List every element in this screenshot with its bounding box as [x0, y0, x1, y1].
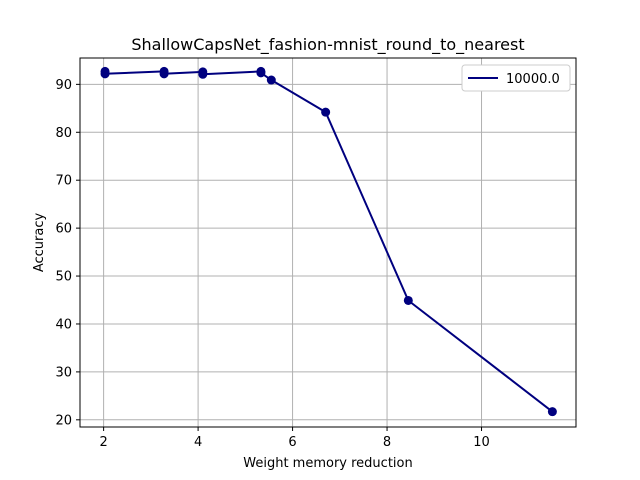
grid — [80, 58, 576, 427]
data-point — [321, 107, 331, 117]
data-point — [198, 69, 208, 79]
y-tick-label: 40 — [55, 317, 72, 332]
legend-label: 10000.0 — [506, 72, 560, 87]
x-tick-label: 10 — [473, 435, 490, 450]
x-tick-label: 2 — [99, 435, 107, 450]
x-tick-label: 8 — [383, 435, 391, 450]
y-tick-label: 50 — [55, 270, 72, 285]
data-point — [159, 69, 169, 79]
data-point — [256, 68, 266, 78]
ticks: 2 4 6 8 10 20 30 40 50 60 70 80 90 — [55, 78, 489, 450]
chart-title: ShallowCapsNet_fashion-mnist_round_to_ne… — [131, 35, 524, 55]
y-tick-label: 20 — [55, 413, 72, 428]
series — [100, 66, 557, 417]
y-axis-label: Accuracy — [32, 213, 47, 273]
y-tick-label: 70 — [55, 174, 72, 189]
series-line — [104, 70, 553, 413]
x-tick-label: 6 — [288, 435, 296, 450]
data-point — [100, 69, 110, 79]
data-point — [547, 407, 557, 417]
y-tick-label: 60 — [55, 222, 72, 237]
data-point — [403, 295, 413, 305]
y-tick-label: 80 — [55, 126, 72, 141]
y-tick-label: 30 — [55, 365, 72, 380]
y-tick-label: 90 — [55, 78, 72, 93]
legend-box — [461, 64, 571, 92]
x-axis-label: Weight memory reduction — [243, 456, 412, 471]
legend: 10000.0 — [461, 64, 571, 92]
data-point — [266, 75, 276, 85]
plot-frame — [79, 57, 577, 428]
x-tick-label: 4 — [194, 435, 202, 450]
